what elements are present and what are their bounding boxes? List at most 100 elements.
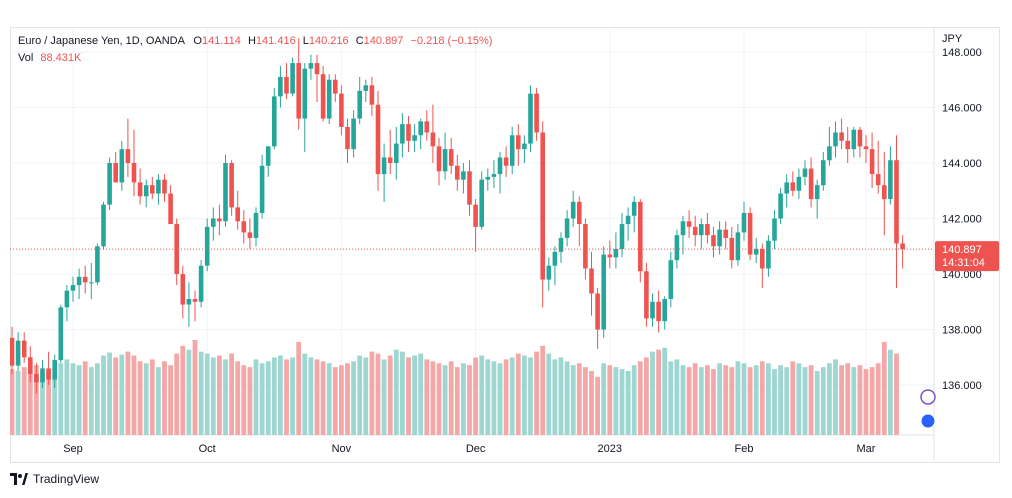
candle-body[interactable] [430,132,436,147]
candle-body[interactable] [461,171,466,180]
candle-body[interactable] [607,254,613,258]
candle-body[interactable] [625,215,631,225]
candle-body[interactable] [674,235,680,261]
candle-body[interactable] [552,251,558,266]
candle-body[interactable] [363,85,369,91]
candle-body[interactable] [326,79,332,119]
candle-body[interactable] [284,76,289,94]
candle-body[interactable] [40,368,45,383]
candle-body[interactable] [619,224,625,250]
candle-body[interactable] [772,218,777,241]
candle-body[interactable] [131,163,137,183]
candle-body[interactable] [479,179,484,227]
candle-body[interactable] [455,165,460,180]
candle-body[interactable] [833,132,838,147]
candle-body[interactable] [705,224,710,236]
candle-body[interactable] [296,63,301,119]
candle-body[interactable] [540,132,545,280]
candle-body[interactable] [235,207,240,222]
candle-body[interactable] [387,157,393,163]
candle-body[interactable] [699,224,704,236]
candle-body[interactable] [686,221,692,227]
candle-body[interactable] [650,301,655,319]
candle-body[interactable] [808,168,814,200]
candle-body[interactable] [333,79,338,94]
candle-body[interactable] [369,85,375,105]
candle-body[interactable] [229,163,234,208]
candle-body[interactable] [863,146,869,150]
tradingview-logo[interactable]: TradingView [10,472,99,486]
candle-body[interactable] [662,299,667,322]
candle-body[interactable] [82,276,88,283]
candle-body[interactable] [52,360,57,380]
candle-body[interactable] [70,285,76,291]
candle-body[interactable] [424,121,430,133]
candle-body[interactable] [589,268,594,294]
candle-body[interactable] [168,193,173,225]
candle-body[interactable] [345,126,350,150]
candle-body[interactable] [668,260,674,299]
candle-body[interactable] [241,221,247,233]
candle-body[interactable] [845,140,850,150]
candle-body[interactable] [265,146,271,166]
candle-body[interactable] [729,237,735,261]
candle-body[interactable] [137,182,143,197]
candle-body[interactable] [28,357,33,374]
candle-body[interactable] [406,124,411,141]
candle-body[interactable] [412,135,417,141]
candle-body[interactable] [448,149,454,166]
candle-body[interactable] [564,218,570,238]
candle-body[interactable] [278,76,283,97]
candle-body[interactable] [21,340,27,358]
candle-body[interactable] [308,63,314,69]
candle-body[interactable] [546,265,552,280]
candle-body[interactable] [485,176,491,180]
candle-body[interactable] [778,193,783,219]
candle-body[interactable] [583,224,588,269]
candle-body[interactable] [821,160,826,186]
candle-body[interactable] [357,90,362,119]
candle-body[interactable] [613,249,619,258]
event-globe-icon[interactable] [920,413,936,429]
candle-body[interactable] [766,240,771,269]
candle-body[interactable] [491,174,497,177]
candle-body[interactable] [827,146,832,161]
candle-body[interactable] [217,218,222,222]
candle-body[interactable] [223,163,228,222]
candle-body[interactable] [302,68,308,119]
candle-body[interactable] [638,201,643,272]
candle-body[interactable] [442,149,448,172]
candle-body[interactable] [320,74,326,119]
candle-body[interactable] [875,174,881,186]
candle-body[interactable] [198,265,204,302]
candle-body[interactable] [577,201,582,225]
candle-body[interactable] [522,143,527,150]
candle-body[interactable] [10,337,15,366]
candle-body[interactable] [784,182,789,194]
candle-body[interactable] [351,118,356,150]
candle-body[interactable] [89,282,94,284]
candle-body[interactable] [516,135,521,150]
candle-body[interactable] [796,176,802,191]
candle-body[interactable] [570,201,576,219]
candle-body[interactable] [869,149,875,175]
candle-body[interactable] [790,182,796,191]
candle-body[interactable] [888,160,893,200]
candle-body[interactable] [528,93,533,144]
candle-body[interactable] [534,93,539,133]
candle-body[interactable] [101,204,106,247]
candlestick-chart[interactable]: 136.000 138.000 140.000 142.000 144.000 146.0… [10,27,1000,463]
candle-body[interactable] [150,185,155,194]
candle-body[interactable] [558,237,564,252]
candle-body[interactable] [34,373,39,383]
candle-body[interactable] [64,290,70,308]
candle-body[interactable] [741,212,747,233]
candle-body[interactable] [711,235,716,247]
symbol-title[interactable]: Euro / Japanese Yen, 1D, OANDA [18,35,185,47]
candle-body[interactable] [692,226,698,236]
candle-body[interactable] [119,149,125,183]
candle-body[interactable] [717,229,722,247]
event-flash-icon[interactable] [920,389,936,405]
candle-body[interactable] [418,121,423,136]
candle-body[interactable] [839,132,844,141]
